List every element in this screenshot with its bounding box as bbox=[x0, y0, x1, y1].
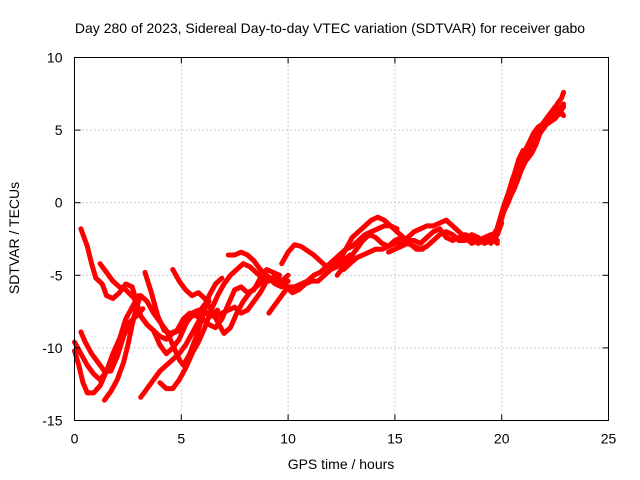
series-line-20 bbox=[490, 104, 567, 238]
x-tick-label: 0 bbox=[71, 431, 79, 447]
x-tick-label: 15 bbox=[387, 431, 403, 447]
series-line-12 bbox=[266, 223, 400, 316]
x-axis-label: GPS time / hours bbox=[287, 456, 395, 472]
series-line-15 bbox=[341, 217, 500, 272]
x-tick-label: 25 bbox=[601, 431, 617, 447]
series-line-13 bbox=[279, 214, 426, 270]
chart-title: Day 280 of 2023, Sidereal Day-to-day VTE… bbox=[74, 20, 586, 36]
x-tick-label: 10 bbox=[280, 431, 296, 447]
y-tick-label: 10 bbox=[47, 50, 63, 66]
series-line-6 bbox=[97, 261, 221, 357]
x-tick-label: 20 bbox=[494, 431, 510, 447]
axis-ticks: 0 5 10 15 20 25 -15 -10 -5 0 5 10 bbox=[42, 50, 616, 447]
series-line-11 bbox=[225, 249, 353, 296]
grid-lines bbox=[74, 57, 609, 421]
y-tick-label: -5 bbox=[50, 267, 63, 283]
series-line-7 bbox=[138, 278, 270, 400]
series-line-16 bbox=[386, 220, 505, 255]
plot-frame bbox=[74, 57, 609, 421]
y-tick-label: -15 bbox=[42, 413, 62, 429]
y-tick-label: 5 bbox=[55, 122, 63, 138]
x-tick-label: 5 bbox=[177, 431, 185, 447]
y-tick-label: -10 bbox=[42, 340, 62, 356]
y-tick-label: 0 bbox=[55, 195, 63, 211]
series-layer bbox=[72, 89, 567, 403]
